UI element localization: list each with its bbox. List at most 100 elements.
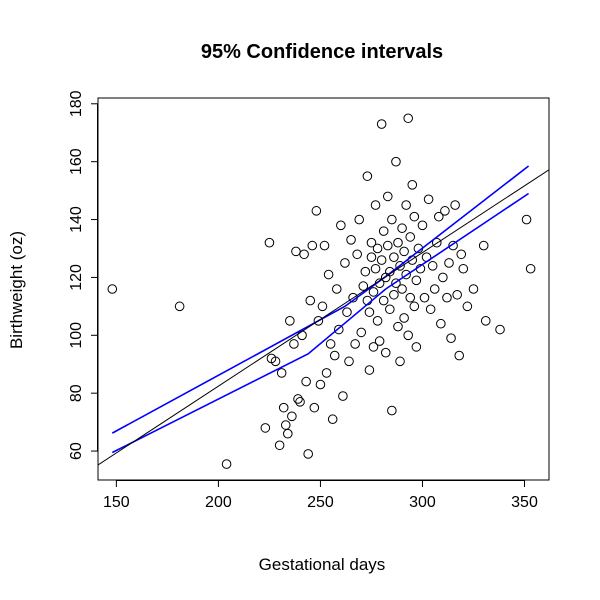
data-point	[297, 330, 307, 341]
x-tick-label: 350	[511, 494, 538, 511]
data-point	[444, 258, 454, 268]
data-point	[405, 292, 416, 303]
data-point	[378, 295, 389, 306]
data-point	[362, 171, 373, 181]
x-tick-label: 250	[307, 494, 334, 511]
data-point	[372, 243, 383, 254]
data-point	[462, 301, 473, 312]
data-point	[468, 284, 479, 294]
data-point	[327, 414, 338, 425]
data-point	[366, 252, 377, 262]
data-point	[299, 249, 309, 260]
data-point	[307, 240, 318, 251]
data-point	[280, 420, 291, 430]
data-point	[393, 321, 403, 332]
plot-frame	[97, 97, 550, 481]
data-point	[278, 402, 289, 413]
data-point	[395, 356, 405, 367]
data-point	[325, 339, 336, 349]
data-point	[448, 240, 458, 251]
data-point	[336, 220, 346, 231]
data-point	[107, 284, 118, 294]
y-tick-label: 120	[68, 264, 85, 291]
data-point	[321, 368, 332, 378]
data-point	[305, 295, 316, 306]
data-point	[450, 200, 460, 210]
data-point	[434, 211, 444, 222]
data-point	[495, 324, 505, 335]
y-tick-label: 60	[68, 442, 85, 460]
data-point	[480, 316, 491, 326]
data-point	[301, 376, 311, 387]
data-point	[376, 119, 387, 129]
data-point	[376, 255, 387, 265]
data-point	[403, 330, 413, 341]
data-point	[358, 281, 369, 291]
data-point	[338, 391, 348, 401]
x-tick-label: 150	[103, 494, 130, 511]
data-point	[368, 287, 379, 297]
confidence-band	[111, 165, 530, 454]
y-axis-title: Birthweight (oz)	[7, 231, 26, 349]
x-tick-label: 300	[409, 494, 436, 511]
data-point	[411, 342, 422, 352]
data-point	[370, 200, 381, 210]
data-point	[397, 284, 407, 294]
data-point	[521, 214, 532, 225]
data-point	[452, 289, 462, 300]
data-point	[340, 258, 350, 268]
data-point	[174, 301, 185, 312]
data-point	[391, 156, 401, 167]
data-point	[276, 368, 287, 378]
data-point	[425, 304, 436, 315]
data-point	[352, 249, 362, 260]
data-point	[221, 459, 232, 469]
data-point	[360, 266, 371, 277]
data-point	[364, 307, 375, 317]
data-point	[525, 263, 536, 274]
y-tick-label: 100	[68, 322, 85, 349]
data-point	[407, 180, 418, 190]
data-point	[395, 261, 405, 271]
data-point	[285, 316, 295, 326]
data-point	[446, 333, 456, 344]
data-point	[354, 214, 365, 225]
data-points	[107, 113, 536, 469]
data-point	[264, 237, 275, 248]
plot-area	[98, 113, 549, 469]
data-point	[282, 428, 293, 439]
data-point	[350, 339, 360, 349]
data-point	[364, 365, 375, 375]
data-point	[293, 394, 303, 404]
data-point	[291, 246, 301, 257]
data-point	[317, 301, 328, 312]
data-point	[319, 240, 330, 251]
data-point	[382, 191, 393, 202]
data-point	[342, 307, 352, 317]
data-point	[385, 304, 395, 315]
data-point	[438, 272, 448, 283]
data-point	[323, 269, 334, 280]
data-point	[442, 292, 452, 303]
data-point	[378, 226, 389, 236]
data-point	[303, 449, 313, 459]
data-point	[393, 237, 403, 248]
data-point	[456, 249, 467, 260]
data-point	[346, 235, 356, 245]
data-point	[417, 220, 428, 231]
data-point	[380, 347, 391, 358]
data-point	[389, 289, 399, 300]
confidence-band-upper	[111, 165, 530, 434]
data-point	[389, 252, 399, 262]
data-point	[331, 284, 342, 294]
data-point	[436, 318, 446, 329]
x-axis-title: Gestational days	[259, 555, 386, 574]
y-tick-label: 80	[68, 384, 85, 402]
confidence-band-lower	[111, 192, 530, 454]
data-point	[458, 263, 469, 274]
data-point	[366, 237, 377, 248]
data-point	[401, 200, 411, 210]
data-point	[287, 411, 297, 422]
data-point	[295, 397, 305, 407]
data-point	[370, 263, 381, 274]
